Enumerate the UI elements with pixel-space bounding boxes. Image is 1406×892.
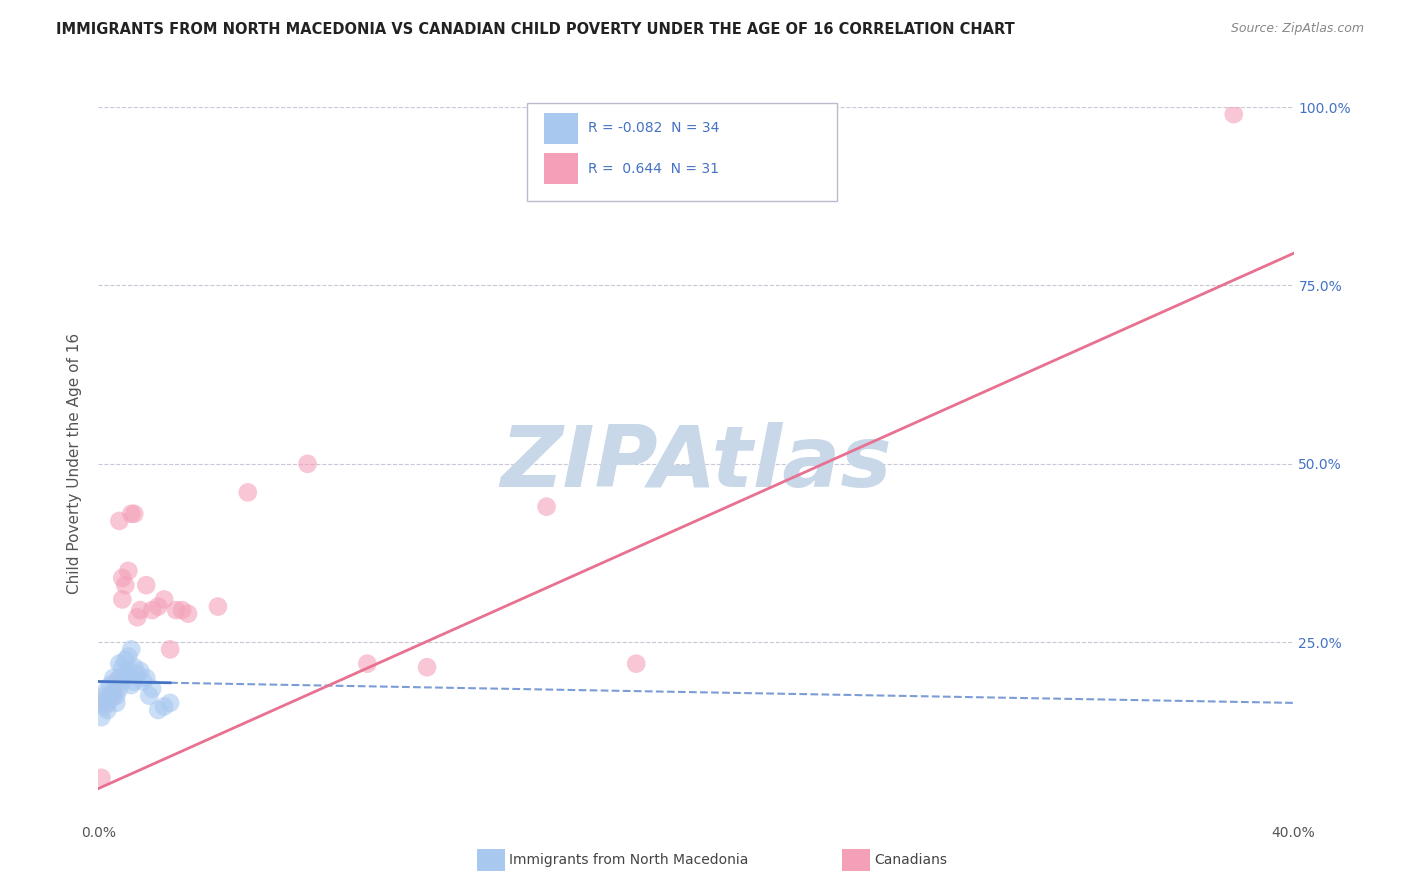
Text: R =  0.644  N = 31: R = 0.644 N = 31 bbox=[588, 161, 718, 176]
Point bbox=[111, 571, 134, 585]
Point bbox=[127, 610, 149, 624]
Point bbox=[111, 660, 134, 674]
Point bbox=[111, 674, 134, 689]
Point bbox=[416, 660, 439, 674]
Point bbox=[159, 642, 181, 657]
Point bbox=[148, 599, 170, 614]
Point bbox=[626, 657, 648, 671]
Point bbox=[117, 564, 139, 578]
Point bbox=[177, 607, 200, 621]
Point bbox=[120, 678, 142, 692]
Point bbox=[108, 657, 131, 671]
Point bbox=[90, 710, 112, 724]
Y-axis label: Child Poverty Under the Age of 16: Child Poverty Under the Age of 16 bbox=[67, 334, 83, 594]
Point bbox=[138, 689, 160, 703]
Point bbox=[96, 703, 118, 717]
Point bbox=[93, 692, 115, 706]
Point bbox=[103, 689, 125, 703]
Point bbox=[536, 500, 558, 514]
Point bbox=[100, 689, 122, 703]
Point bbox=[132, 674, 155, 689]
Point bbox=[153, 699, 176, 714]
Point bbox=[103, 671, 125, 685]
Point bbox=[90, 696, 112, 710]
Point bbox=[108, 681, 131, 696]
Point bbox=[111, 592, 134, 607]
Point bbox=[120, 642, 142, 657]
Point bbox=[114, 578, 136, 592]
Point bbox=[100, 692, 122, 706]
Point bbox=[108, 514, 131, 528]
Point bbox=[1223, 107, 1246, 121]
Point bbox=[124, 660, 146, 674]
Point bbox=[124, 507, 146, 521]
Point bbox=[90, 771, 112, 785]
Point bbox=[297, 457, 319, 471]
Point bbox=[135, 671, 157, 685]
Point bbox=[135, 578, 157, 592]
Point bbox=[129, 664, 152, 678]
Point bbox=[124, 674, 146, 689]
Point bbox=[117, 649, 139, 664]
Point bbox=[172, 603, 194, 617]
Point bbox=[105, 689, 128, 703]
Point bbox=[105, 674, 128, 689]
Point bbox=[153, 592, 176, 607]
Point bbox=[165, 603, 187, 617]
Text: ZIPAtlas: ZIPAtlas bbox=[501, 422, 891, 506]
Point bbox=[93, 699, 115, 714]
Point bbox=[141, 603, 163, 617]
Point bbox=[127, 667, 149, 681]
Text: IMMIGRANTS FROM NORTH MACEDONIA VS CANADIAN CHILD POVERTY UNDER THE AGE OF 16 CO: IMMIGRANTS FROM NORTH MACEDONIA VS CANAD… bbox=[56, 22, 1015, 37]
Point bbox=[96, 681, 118, 696]
Point bbox=[120, 507, 142, 521]
Point bbox=[100, 678, 122, 692]
Point bbox=[108, 671, 131, 685]
Point bbox=[117, 664, 139, 678]
Point bbox=[114, 667, 136, 681]
Point bbox=[207, 599, 229, 614]
Point bbox=[236, 485, 259, 500]
Point bbox=[93, 689, 115, 703]
Point bbox=[356, 657, 378, 671]
Text: Immigrants from North Macedonia: Immigrants from North Macedonia bbox=[509, 853, 748, 867]
Point bbox=[129, 603, 152, 617]
Point bbox=[105, 696, 128, 710]
Text: R = -0.082  N = 34: R = -0.082 N = 34 bbox=[588, 121, 718, 136]
Point bbox=[159, 696, 181, 710]
Point bbox=[148, 703, 170, 717]
Point bbox=[96, 696, 118, 710]
Point bbox=[103, 685, 125, 699]
Point bbox=[141, 681, 163, 696]
Text: Source: ZipAtlas.com: Source: ZipAtlas.com bbox=[1230, 22, 1364, 36]
Point bbox=[114, 653, 136, 667]
Text: Canadians: Canadians bbox=[875, 853, 948, 867]
